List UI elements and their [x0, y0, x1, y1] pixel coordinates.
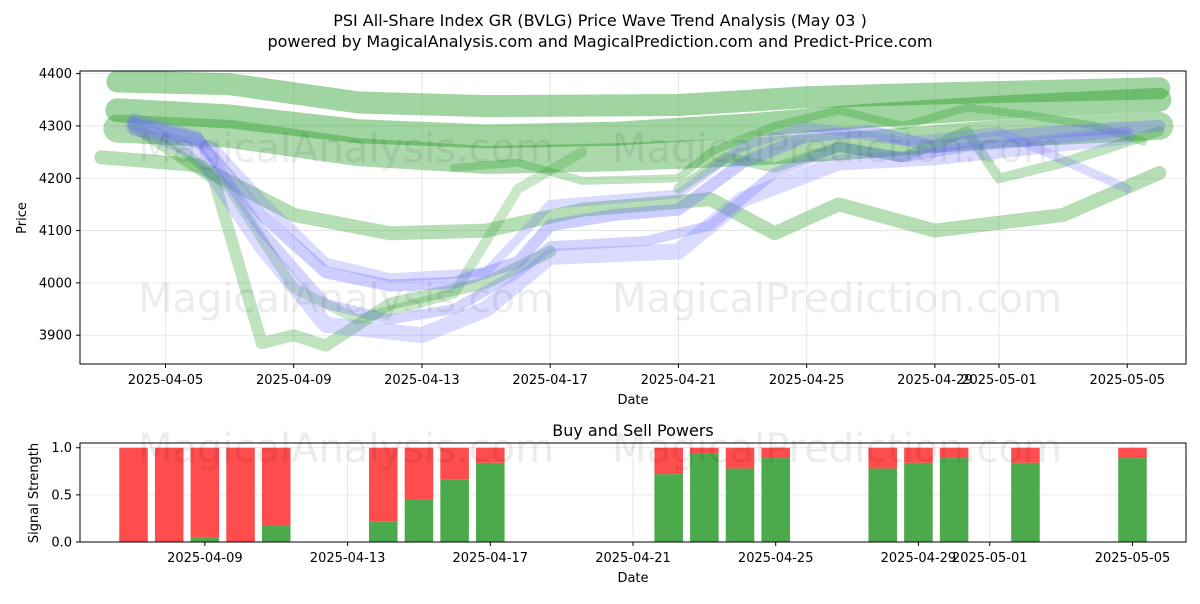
wave-band-blue-11: [128, 121, 1132, 283]
signal-y-tick-label: 0.5: [51, 488, 72, 503]
wave-band-green-2: [103, 111, 1174, 174]
price-y-tick-label: 4400: [39, 67, 72, 82]
sell-bar-2025-04-14: [368, 447, 398, 522]
wave-band-green-0: [106, 71, 1171, 118]
sell-bar-2025-05-02: [1011, 447, 1040, 463]
sell-bar-2025-04-16: [440, 447, 469, 480]
signal-panel-title: Buy and Sell Powers: [552, 421, 714, 440]
buy-bar-2025-04-15: [404, 499, 434, 542]
buy-bar-2025-04-17: [476, 462, 505, 542]
signal-y-axis-label: Signal Strength: [27, 443, 42, 543]
sell-bar-2025-04-29: [904, 447, 933, 463]
price-x-tick-label: 2025-05-05: [1089, 373, 1165, 388]
sell-bar-2025-04-25: [761, 447, 790, 459]
buy-bar-2025-04-24: [725, 468, 755, 542]
chart-subtitle: powered by MagicalAnalysis.com and Magic…: [267, 32, 932, 51]
price-x-tick-label: 2025-04-17: [512, 373, 588, 388]
buy-bar-2025-04-22: [654, 474, 683, 542]
sell-bar-2025-04-10: [226, 447, 255, 542]
sell-bar-2025-04-08: [154, 447, 184, 542]
price-x-tick-label: 2025-04-25: [769, 373, 845, 388]
sell-bar-2025-04-28: [868, 447, 898, 469]
buy-bar-2025-04-09: [190, 537, 220, 542]
price-y-tick-label: 3900: [39, 329, 72, 344]
buy-bar-2025-04-30: [939, 458, 969, 542]
signal-x-tick-label: 2025-04-29: [881, 551, 957, 566]
signal-x-ticks: 2025-04-09 2025-04-13 2025-04-17 2025-04-21…: [167, 542, 1170, 566]
signal-bars: [119, 447, 1147, 542]
price-x-tick-label: 2025-04-05: [128, 373, 204, 388]
sell-bar-2025-04-17: [476, 447, 505, 463]
buy-bar-2025-05-02: [1011, 462, 1040, 542]
price-x-tick-label: 2025-04-13: [384, 373, 460, 388]
wave-band-blue-10: [125, 117, 1136, 344]
signal-x-tick-label: 2025-04-25: [738, 551, 814, 566]
watermark-analysis-mid: MagicalAnalysis.com: [138, 276, 554, 322]
price-wave-series: [94, 71, 1174, 352]
price-y-tick-label: 4000: [39, 276, 72, 291]
sell-bar-2025-04-15: [404, 447, 434, 500]
price-y-tick-label: 4300: [39, 119, 72, 134]
price-x-tick-label: 2025-04-21: [641, 373, 717, 388]
price-y-ticks: 3900 4000 4100 4200 4300 4400: [39, 67, 80, 344]
sell-bar-2025-04-22: [654, 447, 683, 475]
wave-band-green-3: [94, 150, 1167, 241]
signal-y-ticks: 0.0 0.5 1.0: [51, 441, 80, 551]
price-y-tick-label: 4100: [39, 224, 72, 239]
buy-bar-2025-04-11: [261, 525, 291, 542]
sell-bar-2025-04-09: [190, 447, 220, 538]
price-x-axis-label: Date: [617, 393, 648, 408]
signal-y-tick-label: 0.0: [51, 536, 72, 551]
wave-band-green-1: [105, 87, 1172, 149]
price-y-tick-label: 4200: [39, 172, 72, 187]
price-grid: [80, 71, 1186, 364]
watermark-prediction-bottom: MagicalPrediction.com: [612, 426, 1062, 472]
price-y-axis-label: Price: [15, 202, 30, 234]
signal-x-tick-label: 2025-04-09: [167, 551, 243, 566]
wave-band-blue-8: [127, 117, 1166, 292]
price-x-ticks: 2025-04-05 2025-04-09 2025-04-13 2025-04-17…: [128, 364, 1165, 388]
watermark-prediction-mid: MagicalPrediction.com: [612, 276, 1062, 322]
sell-bar-2025-04-11: [261, 447, 291, 526]
signal-x-tick-label: 2025-05-01: [952, 551, 1028, 566]
wave-band-green-5: [160, 131, 588, 325]
watermark-analysis-top: MagicalAnalysis.com: [138, 126, 554, 172]
buy-bar-2025-05-05: [1118, 458, 1147, 542]
sell-bar-2025-04-07: [119, 447, 148, 542]
watermark-prediction-top: MagicalPrediction.com: [612, 126, 1062, 172]
sell-bar-2025-05-05: [1118, 447, 1147, 459]
buy-bar-2025-04-14: [368, 521, 398, 542]
signal-x-tick-label: 2025-04-13: [310, 551, 386, 566]
signal-y-tick-label: 1.0: [51, 441, 72, 456]
buy-bar-2025-04-25: [761, 458, 790, 542]
signal-x-tick-label: 2025-05-05: [1095, 551, 1171, 566]
buy-bar-2025-04-16: [440, 479, 469, 542]
price-x-tick-label: 2025-04-29: [897, 373, 973, 388]
wave-band-blue-9: [128, 113, 1133, 325]
buy-bar-2025-04-28: [868, 468, 898, 542]
wave-band-green-4: [127, 119, 557, 352]
price-x-tick-label: 2025-04-09: [256, 373, 332, 388]
price-panel: MagicalAnalysis.com MagicalPrediction.co…: [15, 67, 1187, 408]
sell-bar-2025-04-30: [939, 447, 969, 459]
signal-x-tick-label: 2025-04-17: [453, 551, 529, 566]
wave-band-green-6: [450, 103, 1148, 185]
price-plot-frame: [79, 70, 1187, 365]
chart-title: PSI All-Share Index GR (BVLG) Price Wave…: [333, 11, 867, 30]
sell-bar-2025-04-24: [725, 447, 755, 469]
signal-panel: Buy and Sell Powers MagicalAnalysis.com …: [27, 421, 1187, 586]
sell-bar-2025-04-23: [690, 447, 719, 454]
wave-band-green-7: [673, 126, 1165, 194]
buy-bar-2025-04-29: [904, 462, 933, 542]
signal-x-axis-label: Date: [617, 571, 648, 586]
signal-x-tick-label: 2025-04-21: [595, 551, 671, 566]
watermark-analysis-bottom: MagicalAnalysis.com: [138, 426, 554, 472]
buy-bar-2025-04-23: [690, 453, 719, 542]
price-x-tick-label: 2025-05-01: [961, 373, 1037, 388]
